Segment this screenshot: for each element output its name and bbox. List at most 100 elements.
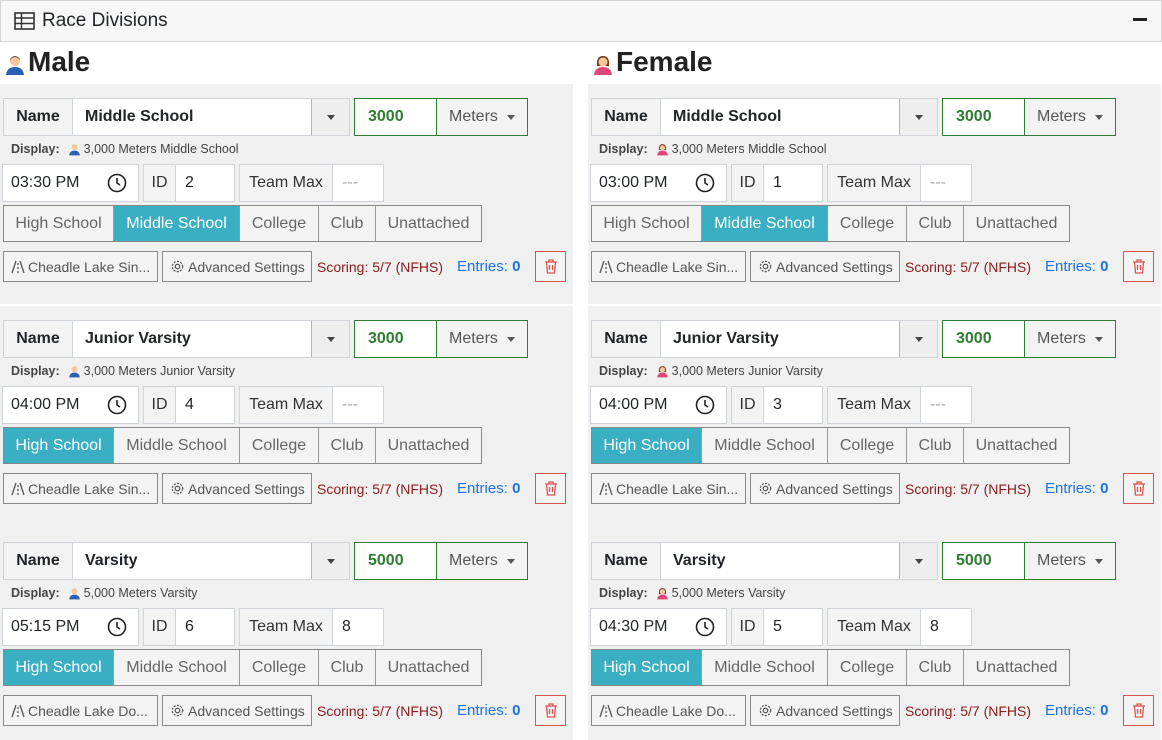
level-college[interactable]: College	[828, 428, 907, 463]
name-input[interactable]: Junior Varsity	[85, 330, 191, 347]
delete-button[interactable]	[1123, 251, 1154, 282]
distance-input[interactable]: 3000	[943, 321, 1025, 357]
venue-button[interactable]: Cheadle Lake Do...	[3, 695, 158, 726]
entries-text[interactable]: Entries: 0	[457, 702, 520, 719]
venue-button[interactable]: Cheadle Lake Do...	[591, 695, 746, 726]
level-middle-school[interactable]: Middle School	[114, 428, 240, 463]
delete-button[interactable]	[1123, 473, 1154, 504]
name-input[interactable]: Varsity	[673, 552, 726, 569]
unit-dropdown[interactable]: Meters	[1025, 321, 1115, 357]
clock-icon[interactable]	[695, 173, 715, 193]
name-field[interactable]: Name Varsity	[3, 542, 350, 580]
level-college[interactable]: College	[240, 428, 319, 463]
advanced-settings-button[interactable]: Advanced Settings	[162, 695, 312, 726]
delete-button[interactable]	[535, 473, 566, 504]
name-input[interactable]: Junior Varsity	[673, 330, 779, 347]
clock-icon[interactable]	[107, 173, 127, 193]
team-max-input[interactable]: ---	[333, 165, 383, 201]
name-dropdown-button[interactable]	[899, 321, 937, 357]
entries-text[interactable]: Entries: 0	[1045, 258, 1108, 275]
level-unattached[interactable]: Unattached	[387, 658, 470, 676]
level-club[interactable]: Club	[907, 650, 964, 685]
name-field[interactable]: Name Middle School	[591, 98, 938, 136]
id-input[interactable]: 3	[764, 387, 822, 423]
level-high-school[interactable]: High School	[4, 650, 114, 685]
advanced-settings-button[interactable]: Advanced Settings	[750, 695, 900, 726]
level-unattached[interactable]: Unattached	[387, 214, 470, 232]
team-max-input[interactable]: 8	[921, 609, 971, 645]
name-dropdown-button[interactable]	[311, 99, 349, 135]
id-input[interactable]: 6	[176, 609, 234, 645]
level-unattached[interactable]: Unattached	[975, 214, 1058, 232]
unit-dropdown[interactable]: Meters	[1025, 99, 1115, 135]
level-college[interactable]: College	[240, 650, 319, 685]
level-high-school[interactable]: High School	[592, 650, 702, 685]
advanced-settings-button[interactable]: Advanced Settings	[750, 473, 900, 504]
unit-dropdown[interactable]: Meters	[437, 543, 527, 579]
name-input[interactable]: Middle School	[673, 108, 782, 125]
unit-dropdown[interactable]: Meters	[1025, 543, 1115, 579]
level-middle-school[interactable]: Middle School	[114, 206, 240, 241]
entries-text[interactable]: Entries: 0	[1045, 702, 1108, 719]
name-field[interactable]: Name Junior Varsity	[3, 320, 350, 358]
name-dropdown-button[interactable]	[899, 99, 937, 135]
id-input[interactable]: 4	[176, 387, 234, 423]
team-max-input[interactable]: ---	[333, 387, 383, 423]
name-field[interactable]: Name Junior Varsity	[591, 320, 938, 358]
distance-input[interactable]: 5000	[355, 543, 437, 579]
distance-input[interactable]: 3000	[943, 99, 1025, 135]
level-club[interactable]: Club	[319, 428, 376, 463]
name-field[interactable]: Name Varsity	[591, 542, 938, 580]
distance-input[interactable]: 5000	[943, 543, 1025, 579]
time-input[interactable]: 03:00 PM	[590, 164, 727, 202]
distance-input[interactable]: 3000	[355, 321, 437, 357]
clock-icon[interactable]	[107, 617, 127, 637]
id-input[interactable]: 5	[764, 609, 822, 645]
level-club[interactable]: Club	[907, 206, 964, 241]
name-input[interactable]: Middle School	[85, 108, 194, 125]
entries-text[interactable]: Entries: 0	[1045, 480, 1108, 497]
id-input[interactable]: 1	[764, 165, 822, 201]
name-dropdown-button[interactable]	[311, 543, 349, 579]
advanced-settings-button[interactable]: Advanced Settings	[162, 473, 312, 504]
level-high-school[interactable]: High School	[592, 206, 702, 241]
venue-button[interactable]: Cheadle Lake Sin...	[591, 473, 746, 504]
level-club[interactable]: Club	[907, 428, 964, 463]
time-input[interactable]: 05:15 PM	[2, 608, 139, 646]
venue-button[interactable]: Cheadle Lake Sin...	[3, 251, 158, 282]
venue-button[interactable]: Cheadle Lake Sin...	[3, 473, 158, 504]
id-input[interactable]: 2	[176, 165, 234, 201]
time-input[interactable]: 04:30 PM	[590, 608, 727, 646]
time-input[interactable]: 04:00 PM	[590, 386, 727, 424]
venue-button[interactable]: Cheadle Lake Sin...	[591, 251, 746, 282]
team-max-input[interactable]: ---	[921, 387, 971, 423]
level-high-school[interactable]: High School	[592, 428, 702, 463]
name-dropdown-button[interactable]	[899, 543, 937, 579]
level-high-school[interactable]: High School	[4, 206, 114, 241]
level-middle-school[interactable]: Middle School	[114, 650, 240, 685]
delete-button[interactable]	[1123, 695, 1154, 726]
unit-dropdown[interactable]: Meters	[437, 321, 527, 357]
level-club[interactable]: Club	[319, 650, 376, 685]
advanced-settings-button[interactable]: Advanced Settings	[750, 251, 900, 282]
level-high-school[interactable]: High School	[4, 428, 114, 463]
level-unattached[interactable]: Unattached	[387, 436, 470, 454]
level-college[interactable]: College	[828, 650, 907, 685]
level-college[interactable]: College	[240, 206, 319, 241]
level-unattached[interactable]: Unattached	[975, 658, 1058, 676]
name-field[interactable]: Name Middle School	[3, 98, 350, 136]
delete-button[interactable]	[535, 695, 566, 726]
clock-icon[interactable]	[107, 395, 127, 415]
entries-text[interactable]: Entries: 0	[457, 258, 520, 275]
level-middle-school[interactable]: Middle School	[702, 650, 828, 685]
level-middle-school[interactable]: Middle School	[702, 428, 828, 463]
time-input[interactable]: 04:00 PM	[2, 386, 139, 424]
name-dropdown-button[interactable]	[311, 321, 349, 357]
distance-input[interactable]: 3000	[355, 99, 437, 135]
time-input[interactable]: 03:30 PM	[2, 164, 139, 202]
level-club[interactable]: Club	[319, 206, 376, 241]
minus-icon[interactable]	[1133, 18, 1147, 21]
level-unattached[interactable]: Unattached	[975, 436, 1058, 454]
delete-button[interactable]	[535, 251, 566, 282]
level-college[interactable]: College	[828, 206, 907, 241]
